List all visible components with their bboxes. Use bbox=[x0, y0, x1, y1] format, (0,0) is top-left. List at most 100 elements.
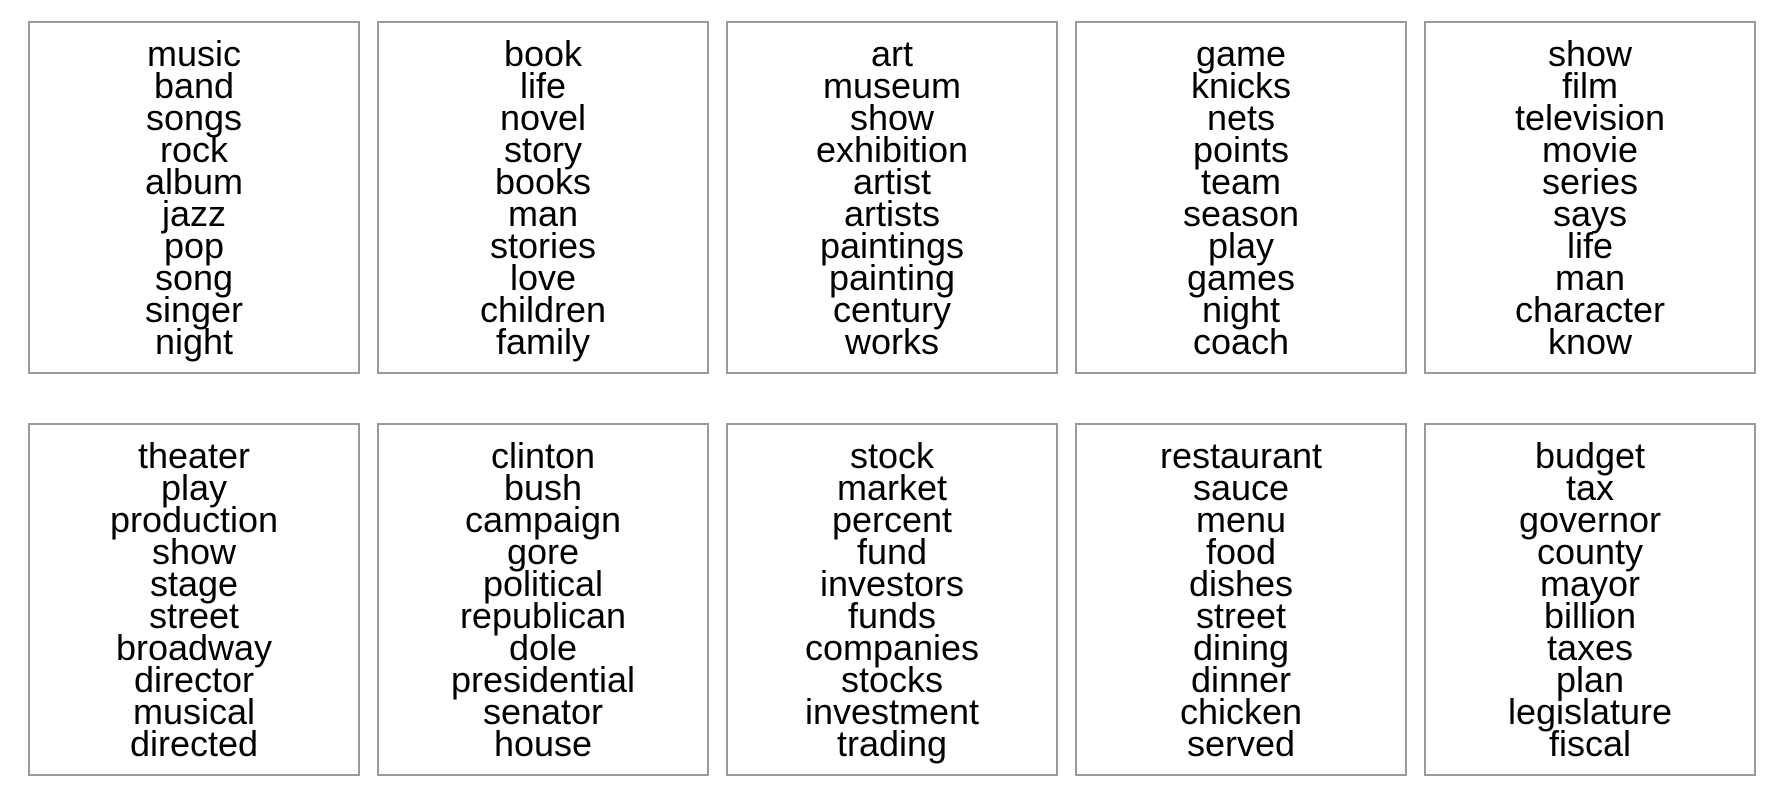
topic-word: family bbox=[495, 320, 590, 362]
topic-word: team bbox=[1200, 160, 1282, 202]
topic-word: dole bbox=[508, 626, 578, 668]
topic-word-list: music band songs rock album jazz pop song singer… bbox=[144, 32, 244, 362]
topic-word: investors bbox=[819, 562, 965, 604]
topic-word: show bbox=[849, 96, 935, 138]
topic-word: rock bbox=[159, 128, 228, 170]
topic-word: restaurant bbox=[1159, 434, 1323, 476]
topic-word: band bbox=[153, 64, 235, 106]
topic-word-list: art museum show exhibition artist artists pain… bbox=[815, 32, 969, 362]
topic-word: painting bbox=[828, 256, 956, 298]
topic-word-list: restaurant sauce menu food dishes street dinin… bbox=[1159, 434, 1323, 764]
topic-word-list: stock market percent fund investors funds comp… bbox=[804, 434, 980, 761]
topic-word: legislature bbox=[1507, 690, 1673, 732]
topic-word: sauce bbox=[1192, 466, 1290, 508]
topic-box: art museum show exhibition artist artists pain… bbox=[726, 21, 1058, 374]
topic-word: campaign bbox=[464, 498, 622, 540]
topic-word: broadway bbox=[115, 626, 273, 668]
topic-word: song bbox=[154, 256, 234, 298]
topic-word: investment bbox=[804, 690, 980, 732]
topic-word: character bbox=[1514, 288, 1666, 330]
topic-grid: music band songs rock album jazz pop song singer… bbox=[28, 21, 1756, 776]
topic-word: play bbox=[1207, 224, 1275, 266]
topic-word: nets bbox=[1206, 96, 1276, 138]
topic-word: artist bbox=[852, 160, 931, 202]
topic-word: billion bbox=[1543, 594, 1637, 636]
topic-word: life bbox=[519, 64, 566, 106]
topic-word: story bbox=[503, 128, 582, 170]
topic-word: bush bbox=[503, 466, 583, 508]
topic-word: songs bbox=[145, 96, 243, 138]
topic-word: theater bbox=[137, 434, 251, 476]
topic-word: governor bbox=[1518, 498, 1662, 540]
topic-word: music bbox=[146, 32, 241, 74]
topic-word: dining bbox=[1192, 626, 1290, 668]
topic-word: companies bbox=[804, 626, 980, 668]
topic-word: clinton bbox=[490, 434, 596, 476]
topic-word: singer bbox=[144, 288, 244, 330]
topic-word: stock bbox=[849, 434, 935, 476]
topic-word: presidential bbox=[450, 658, 636, 700]
topic-word: night bbox=[1201, 288, 1281, 330]
topic-box: game knicks nets points team season play games n… bbox=[1075, 21, 1407, 374]
topic-word: games bbox=[1186, 256, 1296, 298]
topic-word-list: book life novel story books man stories love chi… bbox=[479, 32, 607, 362]
topic-word: street bbox=[148, 594, 240, 636]
topic-word: game bbox=[1195, 32, 1287, 74]
topic-word: director bbox=[133, 658, 255, 700]
topic-word: museum bbox=[822, 64, 962, 106]
topic-word: house bbox=[493, 722, 593, 764]
topic-word: television bbox=[1514, 96, 1666, 138]
topic-word: exhibition bbox=[815, 128, 969, 170]
topic-word: funds bbox=[847, 594, 937, 636]
topic-box: clinton bush campaign gore political republic… bbox=[377, 423, 709, 776]
topic-word: production bbox=[109, 498, 279, 540]
topic-word-list: theater play production show stage street broa… bbox=[109, 434, 279, 764]
topic-word: street bbox=[1195, 594, 1287, 636]
topic-box: music band songs rock album jazz pop song singer… bbox=[28, 21, 360, 374]
topic-word: fund bbox=[856, 530, 928, 572]
topic-word: century bbox=[832, 288, 952, 330]
topic-box: stock market percent fund investors funds comp… bbox=[726, 423, 1058, 776]
topic-word: percent bbox=[831, 498, 953, 540]
topic-word: budget bbox=[1534, 434, 1646, 476]
topic-word-list: clinton bush campaign gore political republic… bbox=[450, 434, 636, 764]
topic-word: points bbox=[1192, 128, 1290, 170]
topic-word: taxes bbox=[1546, 626, 1634, 668]
topic-word-list: game knicks nets points team season play games n… bbox=[1183, 32, 1299, 359]
topic-word: political bbox=[482, 562, 604, 604]
topic-word: life bbox=[1566, 224, 1614, 266]
topic-word: stocks bbox=[840, 658, 944, 700]
topic-word: fiscal bbox=[1548, 722, 1632, 764]
topic-word: mayor bbox=[1539, 562, 1641, 604]
topic-box: show film television movie series says life man… bbox=[1424, 21, 1756, 374]
topic-word: works bbox=[844, 320, 939, 362]
topic-word: art bbox=[870, 32, 913, 74]
topic-word: movie bbox=[1541, 128, 1639, 170]
topic-word: gore bbox=[506, 530, 580, 572]
topic-word: artists bbox=[843, 192, 940, 234]
topic-box: book life novel story books man stories love chi… bbox=[377, 21, 709, 374]
topic-word: man bbox=[1554, 256, 1626, 298]
topic-word: dishes bbox=[1188, 562, 1294, 604]
topic-word: served bbox=[1186, 722, 1296, 764]
topic-box: budget tax governor county mayor billion taxes… bbox=[1424, 423, 1756, 776]
topic-word: children bbox=[479, 288, 607, 330]
topic-word: books bbox=[494, 160, 592, 202]
topic-word: novel bbox=[499, 96, 587, 138]
topic-word: pop bbox=[163, 224, 225, 266]
topic-word: paintings bbox=[819, 224, 965, 266]
topic-box: theater play production show stage street broa… bbox=[28, 423, 360, 776]
topic-word: love bbox=[509, 256, 577, 298]
topic-word: stories bbox=[489, 224, 596, 266]
topic-word: book bbox=[503, 32, 583, 74]
topic-word: menu bbox=[1195, 498, 1287, 540]
topic-word: plan bbox=[1555, 658, 1625, 700]
topic-word: says bbox=[1552, 192, 1628, 234]
topic-word: food bbox=[1205, 530, 1277, 572]
topic-word: directed bbox=[129, 722, 259, 764]
topic-word: stage bbox=[149, 562, 239, 604]
topic-word-list: show film television movie series says life man… bbox=[1514, 35, 1666, 359]
topic-word: chicken bbox=[1179, 690, 1303, 732]
topic-word: night bbox=[154, 320, 234, 362]
topic-word: jazz bbox=[161, 192, 227, 234]
